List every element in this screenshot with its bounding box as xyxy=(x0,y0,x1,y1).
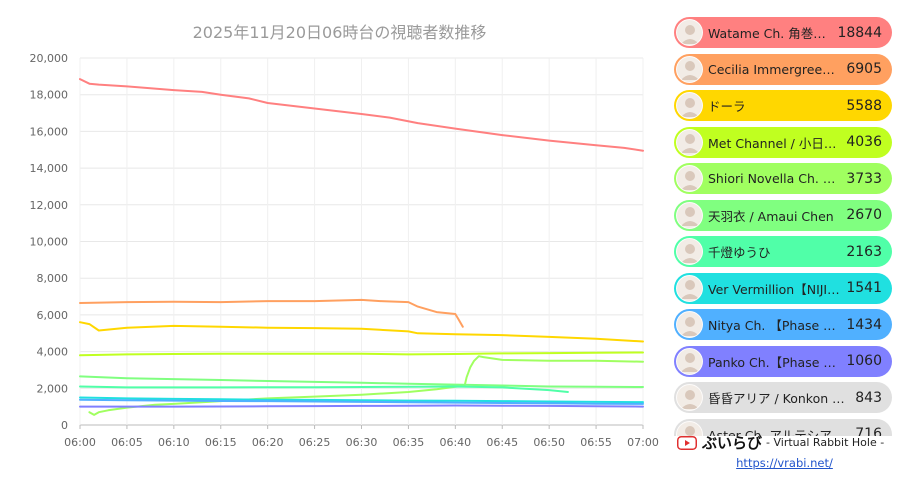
legend-value: 3733 xyxy=(846,170,882,187)
series-line-7 xyxy=(79,396,644,404)
series-line-3 xyxy=(79,351,644,357)
legend-item[interactable]: Met Channel / 小日向めっと 4036 xyxy=(674,126,892,158)
legend-value: 1541 xyxy=(846,280,882,296)
legend-value: 6905 xyxy=(846,61,882,77)
y-tick-label: 10,000 xyxy=(30,236,69,249)
y-tick-label: 8,000 xyxy=(37,272,69,285)
avatar-icon xyxy=(676,384,703,411)
avatar-icon xyxy=(676,201,703,229)
series-line-9 xyxy=(79,404,644,408)
legend-item[interactable]: Aster Ch. アルテシア 716 xyxy=(674,418,892,436)
legend-name: ドーラ xyxy=(708,99,746,114)
legend-name: Shiori Novella Ch. hololive-EN xyxy=(708,171,840,186)
avatar-icon xyxy=(676,238,703,265)
legend-value: 18844 xyxy=(837,24,882,41)
series-line-0 xyxy=(79,78,644,152)
legend-name: Cecilia Immergreen Ch. hololive-EN xyxy=(708,61,840,77)
legend-item[interactable]: Ver Vermillion【NIJISANJI EN】 1541 xyxy=(674,272,892,304)
series-line-8 xyxy=(79,398,644,405)
legend-value: 1060 xyxy=(846,353,882,369)
avatar-icon xyxy=(676,347,703,375)
avatar-icon xyxy=(676,311,703,338)
chart-title: 2025年11月20日06時台の視聴者数推移 xyxy=(193,23,487,42)
x-tick-label: 06:30 xyxy=(346,436,378,449)
legend-item[interactable]: Cecilia Immergreen Ch. hololive-EN 6905 xyxy=(674,53,892,85)
series-line-5 xyxy=(79,375,644,388)
legend-item[interactable]: Nitya Ch. 【Phase Connect】 1434 xyxy=(674,309,892,340)
avatar-icon xyxy=(676,55,703,83)
legend-value: 1434 xyxy=(846,316,882,333)
chart-canvas: 2025年11月20日06時台の視聴者数推移 0 2,000 4,000 6,000 8,… xyxy=(30,23,659,449)
legend-name: Panko Ch.【Phase Connect】 xyxy=(708,354,840,370)
y-tick-label: 12,000 xyxy=(30,199,69,212)
legend-name: 昏昏アリア / Konkon Aria xyxy=(708,391,850,406)
brand-name: ぶいらび xyxy=(702,434,763,452)
x-tick-label: 06:55 xyxy=(580,436,612,449)
legend-value: 716 xyxy=(855,426,882,436)
avatar-icon xyxy=(676,19,703,46)
series-line-1 xyxy=(79,298,464,328)
brand-url-link[interactable]: https://vrabi.net/ xyxy=(736,456,833,470)
y-tick-label: 20,000 xyxy=(30,52,69,65)
legend-item[interactable]: Shiori Novella Ch. hololive-EN 3733 xyxy=(674,163,892,194)
legend-item[interactable]: 天羽衣 / Amaui Chen 2670 xyxy=(674,199,892,231)
y-tick-label: 2,000 xyxy=(37,382,69,395)
legend-item[interactable]: 昏昏アリア / Konkon Aria 843 xyxy=(674,382,892,413)
x-tick-label: 06:15 xyxy=(205,436,237,449)
legend-name: 千燈ゆうひ xyxy=(708,245,771,260)
legend-item[interactable]: Panko Ch.【Phase Connect】 1060 xyxy=(674,345,892,377)
legend-value: 4036 xyxy=(846,134,882,150)
legend-name: Nitya Ch. 【Phase Connect】 xyxy=(708,318,840,333)
x-tick-label: 06:35 xyxy=(393,436,425,449)
legend-item[interactable]: 千燈ゆうひ 2163 xyxy=(674,236,892,267)
y-tick-label: 18,000 xyxy=(30,89,69,102)
legend-value: 5588 xyxy=(846,97,882,114)
brand-footer: ぶいらび - Virtual Rabbit Hole - https://vra… xyxy=(677,432,897,476)
avatar-icon xyxy=(676,128,703,156)
avatar-icon xyxy=(676,165,703,192)
x-tick-label: 06:25 xyxy=(299,436,331,449)
x-tick-label: 06:45 xyxy=(486,436,518,449)
legend-name: 天羽衣 / Amaui Chen xyxy=(708,208,834,224)
x-tick-label: 07:00 xyxy=(627,436,659,449)
y-tick-label: 16,000 xyxy=(30,125,69,138)
legend-item[interactable]: ドーラ 5588 xyxy=(674,90,892,121)
series-line-6 xyxy=(79,385,569,393)
avatar-icon xyxy=(676,274,703,302)
x-tick-label: 06:00 xyxy=(64,436,96,449)
series-line-2 xyxy=(79,321,644,343)
x-tick-label: 06:40 xyxy=(439,436,471,449)
x-tick-label: 06:05 xyxy=(111,436,143,449)
x-tick-label: 06:50 xyxy=(533,436,565,449)
brand-tagline: - Virtual Rabbit Hole - xyxy=(766,436,885,449)
legend-value: 843 xyxy=(855,389,882,406)
y-tick-label: 6,000 xyxy=(37,309,69,322)
chart-area: 2025年11月20日06時台の視聴者数推移 0 2,000 4,000 6,000 8,… xyxy=(30,23,659,449)
legend-name: Watame Ch. 角巻わため - holoX - xyxy=(708,26,831,41)
y-tick-label: 4,000 xyxy=(37,346,69,359)
x-tick-label: 06:10 xyxy=(158,436,190,449)
series-line-4 xyxy=(88,355,644,416)
y-tick-label: 0 xyxy=(61,419,68,432)
x-tick-label: 06:20 xyxy=(252,436,284,449)
legend-name: Met Channel / 小日向めっと xyxy=(708,135,840,151)
play-button-logo-icon xyxy=(677,435,697,450)
legend-value: 2670 xyxy=(846,207,882,223)
legend-name: Ver Vermillion【NIJISANJI EN】 xyxy=(708,281,840,297)
y-tick-label: 14,000 xyxy=(30,162,69,175)
legend-item[interactable]: Watame Ch. 角巻わため - holoX - 18844 xyxy=(674,17,892,48)
legend-value: 2163 xyxy=(846,243,882,260)
chart-legend: Watame Ch. 角巻わため - holoX - 18844 Cecilia I… xyxy=(668,14,898,436)
avatar-icon xyxy=(676,92,703,119)
